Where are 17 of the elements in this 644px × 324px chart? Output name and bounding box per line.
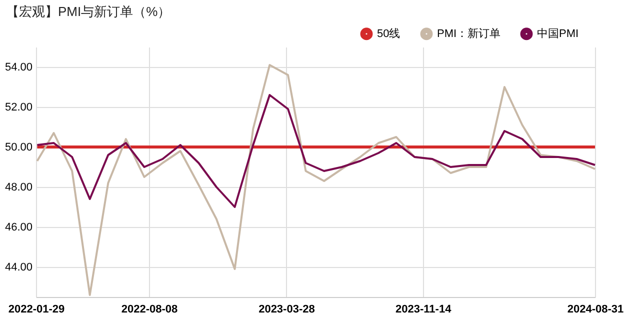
x-tick-label: 2024-08-31 — [567, 304, 624, 316]
legend-label: PMI：新订单 — [437, 26, 501, 40]
x-tick-label: 2022-08-08 — [121, 304, 178, 316]
x-tick-label: 2023-03-28 — [258, 304, 315, 316]
y-tick-label: 46.00 — [4, 222, 32, 234]
x-tick-label: 2023-11-14 — [396, 304, 452, 316]
chart-title: 【宏观】PMI与新订单（%） — [6, 4, 171, 19]
y-tick-label: 54.00 — [4, 62, 32, 74]
line-series — [36, 64, 596, 296]
legend-label: 50线 — [377, 26, 400, 40]
x-tick-label: 2022-01-29 — [8, 304, 65, 316]
legend-label: 中国PMI — [537, 26, 579, 40]
y-tick-label: 44.00 — [4, 262, 32, 274]
y-tick-label: 48.00 — [4, 182, 32, 194]
y-tick-label: 50.00 — [4, 142, 32, 154]
y-tick-label: 52.00 — [4, 102, 32, 114]
line-series — [36, 94, 596, 208]
